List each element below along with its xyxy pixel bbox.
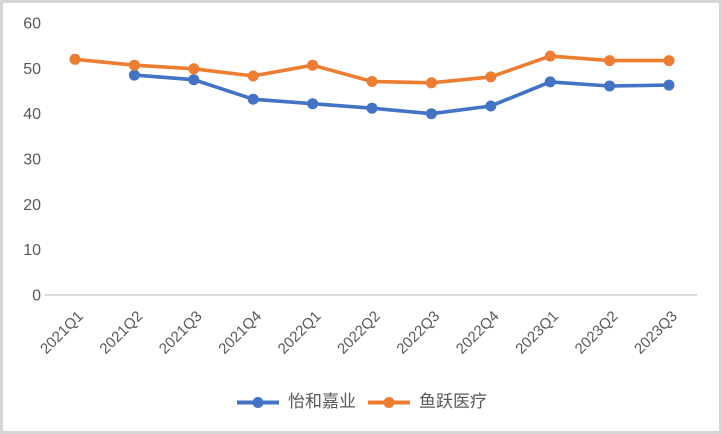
x-axis-tick-label: 2023Q2 xyxy=(572,308,622,358)
y-axis-tick-label: 0 xyxy=(32,288,41,305)
x-axis-tick-label: 2023Q3 xyxy=(631,308,681,358)
y-axis-tick-label: 10 xyxy=(23,242,41,259)
legend-label-series-1: 怡和嘉业 xyxy=(288,392,356,411)
legend-marker-blue xyxy=(237,396,279,408)
data-point-marker xyxy=(366,102,378,114)
data-point-marker xyxy=(425,77,437,89)
y-axis-tick-label: 60 xyxy=(23,16,41,33)
x-axis-tick-label: 2022Q2 xyxy=(334,308,384,358)
legend-item-series-1: 怡和嘉业 xyxy=(235,392,356,412)
x-axis-tick-label: 2023Q1 xyxy=(512,308,562,358)
x-axis-tick-label: 2021Q2 xyxy=(96,308,146,358)
legend-item-series-2: 鱼跃医疗 xyxy=(366,392,487,412)
y-axis-tick-label: 30 xyxy=(23,152,41,169)
data-point-marker xyxy=(425,108,437,120)
data-point-marker xyxy=(307,98,319,110)
data-point-marker xyxy=(366,76,378,87)
data-point-marker xyxy=(485,100,497,112)
data-point-marker xyxy=(604,55,616,67)
legend-label-series-2: 鱼跃医疗 xyxy=(419,392,487,411)
y-axis-tick-label: 50 xyxy=(23,61,41,78)
data-point-marker xyxy=(663,79,675,91)
legend-marker-orange xyxy=(368,396,410,408)
data-point-marker xyxy=(128,69,140,81)
x-axis-tick-label: 2021Q4 xyxy=(215,308,265,358)
data-point-marker xyxy=(188,74,200,86)
data-point-marker xyxy=(128,59,140,71)
data-point-marker xyxy=(247,70,259,82)
x-axis-tick-label: 2021Q3 xyxy=(156,308,206,358)
data-point-marker xyxy=(485,71,497,83)
data-point-marker xyxy=(69,53,81,65)
data-point-marker xyxy=(544,76,556,88)
data-point-marker xyxy=(188,63,200,75)
y-axis-tick-label: 40 xyxy=(23,106,41,123)
legend: 怡和嘉业 鱼跃医疗 xyxy=(3,389,719,412)
series-line xyxy=(132,73,671,116)
data-point-marker xyxy=(544,50,556,62)
data-point-marker xyxy=(604,80,616,92)
legend-dot-blue xyxy=(252,396,264,408)
x-axis-tick-label: 2022Q4 xyxy=(453,308,503,358)
legend-dot-orange xyxy=(383,396,395,408)
x-axis-tick-label: 2022Q1 xyxy=(275,308,325,358)
y-axis-tick-label: 20 xyxy=(23,197,41,214)
x-axis-tick-label: 2021Q1 xyxy=(37,308,87,358)
data-point-marker xyxy=(663,55,675,67)
data-point-marker xyxy=(247,93,259,105)
x-axis-tick-label: 2022Q3 xyxy=(393,308,443,358)
data-point-marker xyxy=(307,59,319,71)
